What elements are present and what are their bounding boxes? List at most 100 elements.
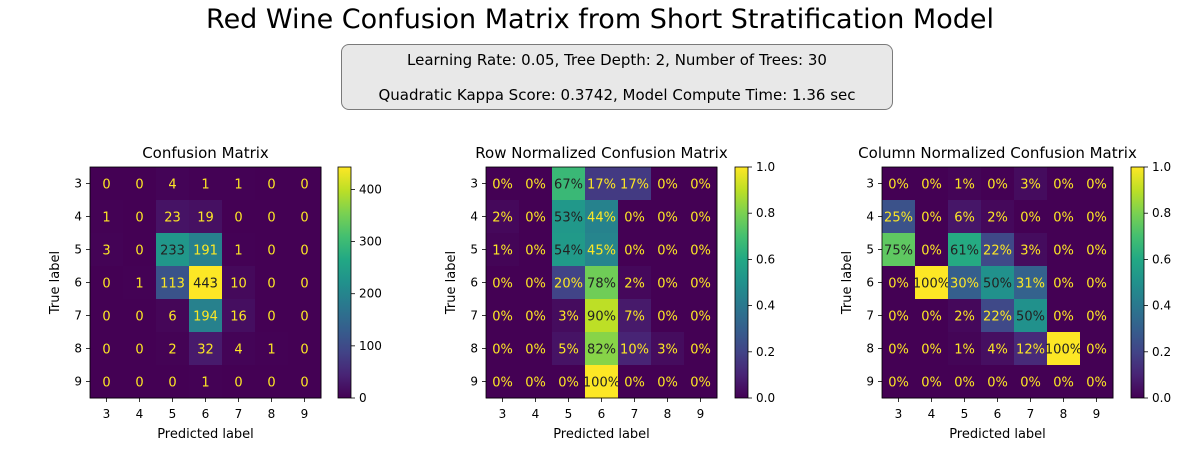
cell-value-label: 0: [102, 376, 110, 391]
x-tick-label: 9: [1093, 407, 1101, 421]
colorbar-tick-label: 100: [359, 339, 382, 353]
cell-value-label: 5%: [558, 343, 579, 358]
heatmap-cell: [486, 167, 520, 201]
heatmap-cell: [1080, 299, 1114, 333]
model-params-text: Learning Rate: 0.05, Tree Depth: 2, Numb…: [407, 51, 827, 69]
cell-value-label: 0%: [657, 244, 678, 259]
heatmap-cell: [189, 332, 223, 366]
cell-value-label: 0%: [525, 211, 546, 226]
cell-value-label: 0: [267, 244, 275, 259]
cell-value-label: 0: [267, 211, 275, 226]
cell-value-label: 3%: [1020, 178, 1041, 193]
heatmap-cell: [1014, 167, 1048, 201]
heatmap-cell: [882, 200, 916, 234]
cell-value-label: 0%: [888, 310, 909, 325]
x-tick-label: 4: [136, 407, 144, 421]
colorbar-tick-label: 0.4: [756, 299, 775, 313]
cell-value-label: 0%: [558, 376, 579, 391]
cell-value-label: 0%: [657, 211, 678, 226]
heatmap-cell: [189, 167, 223, 201]
cell-value-label: 0%: [1053, 244, 1074, 259]
cell-value-label: 0%: [1086, 310, 1107, 325]
heatmap-cell: [651, 233, 685, 267]
heatmap-cell: [222, 233, 256, 267]
cell-value-label: 0: [234, 211, 242, 226]
heatmap-cell: [552, 299, 586, 333]
cell-value-label: 6: [168, 310, 176, 325]
cell-value-label: 0: [135, 376, 143, 391]
heatmap-cell: [486, 365, 520, 399]
heatmap-cell: [1014, 233, 1048, 267]
cell-value-label: 0: [135, 310, 143, 325]
y-axis-label: True label: [48, 251, 63, 315]
heatmap-cell: [618, 332, 652, 366]
heatmap-cell: [1080, 365, 1114, 399]
heatmap-cell: [90, 299, 124, 333]
y-tick-label: 3: [470, 177, 478, 191]
y-tick-label: 6: [866, 276, 874, 290]
colorbar-tick-label: 0.4: [1152, 299, 1171, 313]
cell-value-label: 0%: [1086, 343, 1107, 358]
cell-value-label: 2%: [624, 277, 645, 292]
heatmap-cell: [519, 200, 553, 234]
colorbar-tick-label: 300: [359, 235, 382, 249]
chart-title: Column Normalized Confusion Matrix: [858, 144, 1137, 162]
cell-value-label: 0: [267, 277, 275, 292]
cell-value-label: 0: [102, 343, 110, 358]
cell-value-label: 17%: [620, 178, 649, 193]
cell-value-label: 0%: [1020, 376, 1041, 391]
figure-title: Red Wine Confusion Matrix from Short Str…: [206, 4, 994, 35]
heatmap-cell: [882, 167, 916, 201]
heatmap-cell: [618, 266, 652, 300]
cell-value-label: 82%: [587, 343, 616, 358]
heatmap-cell: [651, 200, 685, 234]
cell-value-label: 0%: [888, 343, 909, 358]
heatmap-cell: [1014, 266, 1048, 300]
heatmap-cell: [156, 167, 190, 201]
cell-value-label: 0: [300, 310, 308, 325]
heatmap-cell: [684, 167, 718, 201]
heatmap-cell: [123, 266, 157, 300]
heatmap-cell: [90, 365, 124, 399]
cell-value-label: 0%: [954, 376, 975, 391]
heatmap-cell: [552, 332, 586, 366]
heatmap-cell: [1080, 266, 1114, 300]
heatmap-cell: [915, 167, 949, 201]
y-tick-label: 8: [866, 342, 874, 356]
cell-value-label: 4: [168, 178, 176, 193]
cell-value-label: 0%: [690, 376, 711, 391]
cell-value-label: 12%: [1016, 343, 1045, 358]
x-axis-label: Predicted label: [949, 427, 1046, 442]
heatmap-cell: [651, 365, 685, 399]
heatmap-cell: [552, 365, 586, 399]
cell-value-label: 1: [135, 277, 143, 292]
heatmap-cell: [222, 332, 256, 366]
heatmap-cell: [255, 266, 289, 300]
colorbar-tick-label: 0.6: [756, 252, 775, 266]
cell-value-label: 44%: [587, 211, 616, 226]
cell-value-label: 443: [193, 277, 218, 292]
cell-value-label: 191: [193, 244, 218, 259]
heatmap-cell: [156, 233, 190, 267]
heatmap-cell: [90, 332, 124, 366]
x-tick-label: 6: [598, 407, 606, 421]
colorbar-tick-label: 0.0: [756, 391, 775, 405]
cell-value-label: 4: [234, 343, 242, 358]
heatmap-cell: [882, 233, 916, 267]
heatmap-cell: [255, 365, 289, 399]
cell-value-label: 0%: [525, 277, 546, 292]
heatmap-cell: [915, 200, 949, 234]
heatmap-cell: [519, 299, 553, 333]
heatmap-cell: [519, 332, 553, 366]
y-axis-label: True label: [444, 251, 459, 315]
cell-value-label: 0%: [987, 376, 1008, 391]
heatmap-cell: [255, 167, 289, 201]
cell-value-label: 0%: [1053, 178, 1074, 193]
cell-value-label: 0: [267, 310, 275, 325]
heatmap-cell: [981, 200, 1015, 234]
colorbar-tick-label: 0.8: [1152, 206, 1171, 220]
cell-value-label: 0: [300, 343, 308, 358]
heatmap-cell: [882, 365, 916, 399]
heatmap-cell: [1014, 365, 1048, 399]
cell-value-label: 0%: [1053, 277, 1074, 292]
